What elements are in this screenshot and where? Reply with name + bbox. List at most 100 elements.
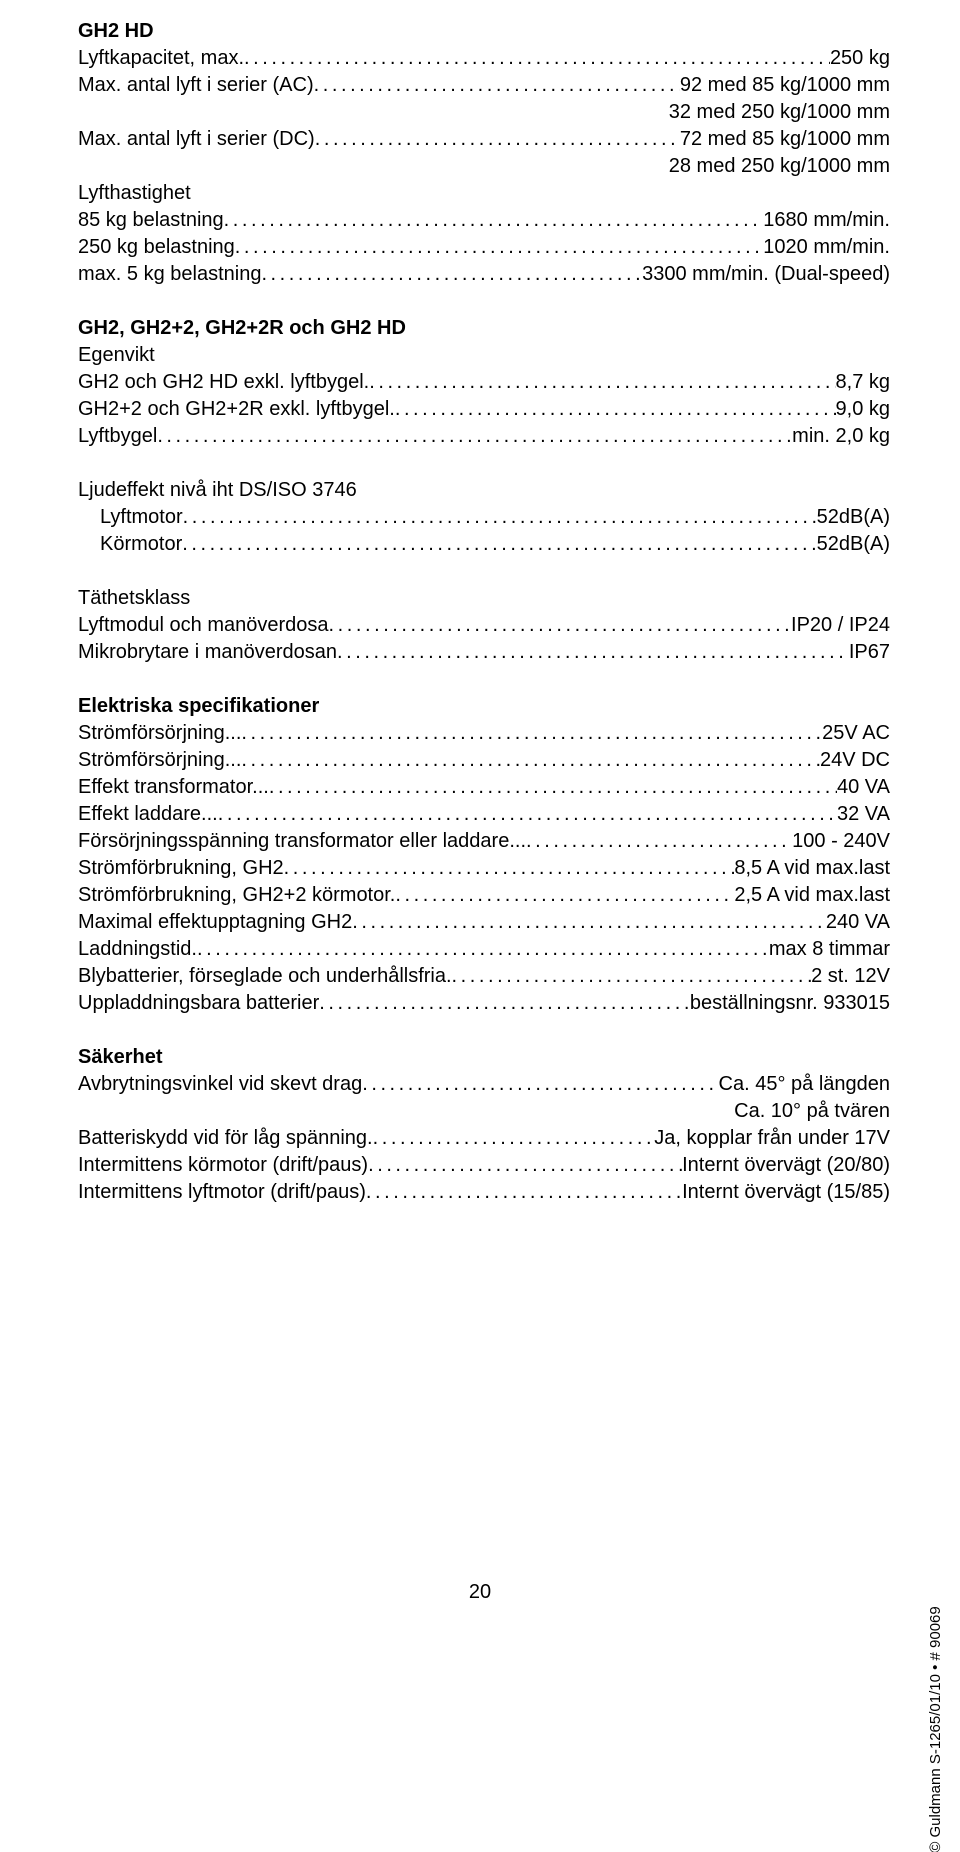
- spec-label: Lyftkapacitet, max.: [78, 45, 244, 72]
- spec-label: Effekt laddare...: [78, 801, 218, 828]
- spec-line: Ca. 10° på tvären: [78, 1098, 890, 1125]
- spec-value: max 8 timmar: [769, 936, 890, 963]
- spec-line: Blybatterier, förseglade och underhållsf…: [78, 963, 890, 990]
- spec-value: Internt övervägt (20/80): [682, 1152, 890, 1179]
- spec-value: IP67: [849, 639, 890, 666]
- spec-label: Egenvikt: [78, 342, 155, 369]
- spec-line: Egenvikt: [78, 342, 890, 369]
- spec-label: Maximal effektupptagning GH2: [78, 909, 352, 936]
- leader-dots: [183, 504, 817, 531]
- leader-dots: [218, 801, 837, 828]
- spec-value: beställningsnr. 933015: [690, 990, 890, 1017]
- spec-value: 2,5 A vid max.last: [734, 882, 890, 909]
- spec-value: 32 med 250 kg/1000 mm: [669, 99, 890, 126]
- spec-value: 8,5 A vid max.last: [734, 855, 890, 882]
- section-electrical: Elektriska specifikationer Strömförsörjn…: [78, 693, 890, 1017]
- spec-value: Ca. 45° på längden: [719, 1071, 890, 1098]
- spec-line: Strömförbrukning, GH2 8,5 A vid max.last: [78, 855, 890, 882]
- leader-dots: [452, 963, 812, 990]
- spec-label: Täthetsklass: [78, 585, 190, 612]
- spec-value: 40 VA: [837, 774, 890, 801]
- document-body: GH2 HD Lyftkapacitet, max. 250 kgMax. an…: [78, 18, 890, 1206]
- spec-line: 250 kg belastning 1020 mm/min.: [78, 234, 890, 261]
- section-ip: TäthetsklassLyftmodul och manöverdosa IP…: [78, 585, 890, 666]
- spec-label: GH2+2 och GH2+2R exkl. lyftbygel.: [78, 396, 395, 423]
- section-sound: Ljudeffekt nivå iht DS/ISO 3746Lyftmotor…: [78, 477, 890, 558]
- spec-label: Lyfthastighet: [78, 180, 191, 207]
- spec-label: Lyftbygel: [78, 423, 157, 450]
- spec-line: Intermittens körmotor (drift/paus) Inter…: [78, 1152, 890, 1179]
- leader-dots: [244, 45, 830, 72]
- spec-label: Batteriskydd vid för låg spänning.: [78, 1125, 373, 1152]
- spec-line: Strömförsörjning... 24V DC: [78, 747, 890, 774]
- leader-dots: [157, 423, 792, 450]
- spec-value: 8,7 kg: [836, 369, 890, 396]
- spec-line: Effekt transformator... 40 VA: [78, 774, 890, 801]
- copyright-side: © Guldmann S-1265/01/10 • # 90069: [926, 1606, 946, 1852]
- spec-line: Körmotor 52dB(A): [78, 531, 890, 558]
- spec-label: Max. antal lyft i serier (DC): [78, 126, 315, 153]
- spec-label: 85 kg belastning: [78, 207, 224, 234]
- page-number: 20: [469, 1579, 491, 1606]
- spec-label: Mikrobrytare i manöverdosan: [78, 639, 337, 666]
- leader-dots: [269, 774, 837, 801]
- leader-dots: [352, 909, 826, 936]
- spec-value: Ja, kopplar från under 17V: [654, 1125, 890, 1152]
- leader-dots: [241, 747, 820, 774]
- leader-dots: [526, 828, 792, 855]
- spec-line: Lyftbygelmin. 2,0 kg: [78, 423, 890, 450]
- leader-dots: [224, 207, 764, 234]
- spec-value: 32 VA: [837, 801, 890, 828]
- spec-value: Internt övervägt (15/85): [682, 1179, 890, 1206]
- spec-value: 1680 mm/min.: [763, 207, 890, 234]
- section-title: GH2, GH2+2, GH2+2R och GH2 HD: [78, 315, 890, 342]
- section-gh2-variants: GH2, GH2+2, GH2+2R och GH2 HD EgenviktGH…: [78, 315, 890, 450]
- spec-label: Strömförbrukning, GH2: [78, 855, 284, 882]
- spec-line: Täthetsklass: [78, 585, 890, 612]
- spec-value: IP20 / IP24: [791, 612, 890, 639]
- leader-dots: [314, 72, 680, 99]
- spec-line: 85 kg belastning 1680 mm/min.: [78, 207, 890, 234]
- spec-label: Blybatterier, förseglade och underhållsf…: [78, 963, 452, 990]
- section-safety: Säkerhet Avbrytningsvinkel vid skevt dra…: [78, 1044, 890, 1206]
- spec-line: Ljudeffekt nivå iht DS/ISO 3746: [78, 477, 890, 504]
- spec-value: 100 - 240V: [792, 828, 890, 855]
- spec-label: Ljudeffekt nivå iht DS/ISO 3746: [78, 477, 357, 504]
- spec-label: Avbrytningsvinkel vid skevt drag: [78, 1071, 362, 1098]
- leader-dots: [261, 261, 642, 288]
- spec-label: Lyftmotor: [100, 504, 183, 531]
- spec-line: GH2 och GH2 HD exkl. lyftbygel.8,7 kg: [78, 369, 890, 396]
- spec-line: Försörjningsspänning transformator eller…: [78, 828, 890, 855]
- spec-label: 250 kg belastning: [78, 234, 235, 261]
- leader-dots: [241, 720, 822, 747]
- spec-label: Strömförbrukning, GH2+2 körmotor.: [78, 882, 395, 909]
- spec-label: Strömförsörjning...: [78, 747, 241, 774]
- spec-value: 3300 mm/min. (Dual-speed): [642, 261, 890, 288]
- leader-dots: [319, 990, 690, 1017]
- leader-dots: [235, 234, 763, 261]
- spec-line: Max. antal lyft i serier (DC)72 med 85 k…: [78, 126, 890, 153]
- leader-dots: [337, 639, 849, 666]
- spec-line: Uppladdningsbara batterier beställningsn…: [78, 990, 890, 1017]
- spec-value: 28 med 250 kg/1000 mm: [669, 153, 890, 180]
- spec-value: Ca. 10° på tvären: [734, 1098, 890, 1125]
- leader-dots: [368, 1152, 682, 1179]
- spec-line: Lyfthastighet: [78, 180, 890, 207]
- spec-value: 1020 mm/min.: [763, 234, 890, 261]
- leader-dots: [373, 1125, 655, 1152]
- leader-dots: [395, 396, 836, 423]
- spec-line: GH2+2 och GH2+2R exkl. lyftbygel. 9,0 kg: [78, 396, 890, 423]
- leader-dots: [182, 531, 816, 558]
- spec-value: 52dB(A): [817, 504, 890, 531]
- spec-label: Max. antal lyft i serier (AC): [78, 72, 314, 99]
- spec-line: Intermittens lyftmotor (drift/paus) Inte…: [78, 1179, 890, 1206]
- spec-label: Intermittens körmotor (drift/paus): [78, 1152, 368, 1179]
- spec-label: max. 5 kg belastning: [78, 261, 261, 288]
- spec-label: Laddningstid.: [78, 936, 197, 963]
- spec-line: Lyftkapacitet, max. 250 kg: [78, 45, 890, 72]
- spec-value: 9,0 kg: [836, 396, 890, 423]
- spec-value: 240 VA: [826, 909, 890, 936]
- leader-dots: [366, 1179, 682, 1206]
- leader-dots: [197, 936, 769, 963]
- section-title: GH2 HD: [78, 18, 890, 45]
